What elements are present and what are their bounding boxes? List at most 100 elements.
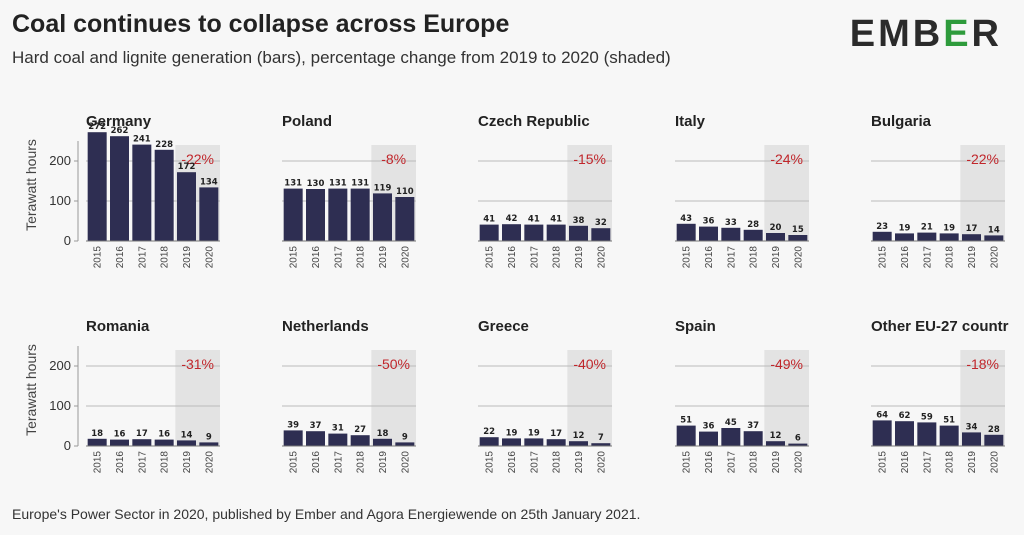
bar xyxy=(328,188,348,241)
bar xyxy=(546,439,566,446)
bar xyxy=(895,233,914,241)
bar-value-label: 20 xyxy=(770,223,782,233)
bar-value-label: 59 xyxy=(921,412,933,422)
x-tick-label: 2020 xyxy=(400,451,411,474)
bar xyxy=(132,144,152,241)
bar-value-label: 41 xyxy=(528,215,540,225)
bar-value-label: 34 xyxy=(966,422,978,432)
bar xyxy=(479,224,499,241)
bar-value-label: 262 xyxy=(111,126,129,136)
panel-title: Italy xyxy=(675,113,706,130)
bar-value-label: 21 xyxy=(921,223,933,233)
x-tick-label: 2017 xyxy=(137,451,148,474)
x-tick-label: 2018 xyxy=(356,246,367,269)
bar xyxy=(199,442,219,446)
y-tick-label: 0 xyxy=(64,233,71,248)
x-tick-label: 2020 xyxy=(596,246,607,269)
bar-value-label: 18 xyxy=(91,429,103,439)
bar xyxy=(962,432,981,446)
bar xyxy=(199,187,219,241)
bar-value-label: 36 xyxy=(703,217,715,227)
bar xyxy=(962,234,981,241)
bar-value-label: 43 xyxy=(680,214,692,224)
x-tick-label: 2020 xyxy=(596,451,607,474)
x-tick-label: 2015 xyxy=(485,451,496,474)
y-tick-label: 100 xyxy=(49,193,71,208)
bar xyxy=(177,172,196,241)
bar xyxy=(546,224,566,241)
y-tick-label: 100 xyxy=(49,398,71,413)
bar xyxy=(87,132,107,241)
bar-value-label: 7 xyxy=(598,433,604,443)
x-tick-label: 2017 xyxy=(922,246,933,269)
bar-value-label: 130 xyxy=(307,179,325,189)
x-tick-label: 2015 xyxy=(682,246,693,269)
percent-change-label: -22% xyxy=(966,151,999,167)
x-tick-label: 2016 xyxy=(115,451,126,474)
bar-value-label: 19 xyxy=(528,428,540,438)
bar-value-label: 51 xyxy=(680,416,692,426)
bar-value-label: 23 xyxy=(876,222,888,232)
bar-value-label: 62 xyxy=(899,411,911,421)
x-tick-label: 2019 xyxy=(182,246,193,269)
percent-change-label: -15% xyxy=(573,151,606,167)
panel-title: Romania xyxy=(86,318,150,335)
bar-value-label: 22 xyxy=(483,427,495,437)
x-tick-label: 2018 xyxy=(356,451,367,474)
x-tick-label: 2017 xyxy=(529,451,540,474)
bar-value-label: 31 xyxy=(332,424,344,434)
percent-change-label: -31% xyxy=(181,356,214,372)
x-tick-label: 2020 xyxy=(204,451,215,474)
percent-change-label: -8% xyxy=(381,151,406,167)
bar-value-label: 15 xyxy=(792,225,804,235)
x-tick-label: 2019 xyxy=(378,451,389,474)
panel-title: Spain xyxy=(675,318,716,335)
bar xyxy=(350,435,370,446)
percent-change-label: -18% xyxy=(966,356,999,372)
bar-value-label: 32 xyxy=(595,218,607,228)
bar xyxy=(283,430,303,446)
x-tick-label: 2015 xyxy=(878,451,889,474)
bar-value-label: 18 xyxy=(377,429,389,439)
source-footer: Europe's Power Sector in 2020, published… xyxy=(12,506,641,522)
bar-value-label: 14 xyxy=(181,430,193,440)
x-tick-label: 2019 xyxy=(574,451,585,474)
bar xyxy=(306,189,325,241)
percent-change-label: -24% xyxy=(770,151,803,167)
percent-change-label: -40% xyxy=(573,356,606,372)
x-tick-label: 2015 xyxy=(93,246,104,269)
x-tick-label: 2016 xyxy=(507,451,518,474)
bar-value-label: 28 xyxy=(988,425,1000,435)
bar xyxy=(676,425,696,446)
x-tick-label: 2016 xyxy=(704,451,715,474)
bar-value-label: 241 xyxy=(133,135,151,145)
x-tick-label: 2017 xyxy=(333,451,344,474)
bar-value-label: 16 xyxy=(114,430,126,440)
x-tick-label: 2019 xyxy=(967,246,978,269)
bar xyxy=(939,425,959,446)
x-tick-label: 2020 xyxy=(793,246,804,269)
x-tick-label: 2019 xyxy=(967,451,978,474)
x-tick-label: 2018 xyxy=(749,451,760,474)
x-tick-label: 2020 xyxy=(204,246,215,269)
x-tick-label: 2016 xyxy=(115,246,126,269)
bar-value-label: 37 xyxy=(310,421,322,431)
bar-value-label: 19 xyxy=(943,223,955,233)
bar xyxy=(395,197,415,241)
bar xyxy=(154,439,174,446)
x-tick-label: 2018 xyxy=(749,246,760,269)
bar xyxy=(524,438,544,446)
bar xyxy=(917,232,937,241)
bar xyxy=(872,420,892,446)
bar-value-label: 17 xyxy=(550,429,562,439)
x-tick-label: 2019 xyxy=(574,246,585,269)
bar-value-label: 33 xyxy=(725,218,737,228)
bar xyxy=(569,441,588,446)
x-tick-label: 2019 xyxy=(378,246,389,269)
y-tick-label: 200 xyxy=(49,153,71,168)
bar xyxy=(895,421,914,446)
bar-value-label: 45 xyxy=(725,418,737,428)
y-tick-label: 0 xyxy=(64,438,71,453)
bar-value-label: 131 xyxy=(329,179,347,189)
x-tick-label: 2020 xyxy=(989,246,1000,269)
